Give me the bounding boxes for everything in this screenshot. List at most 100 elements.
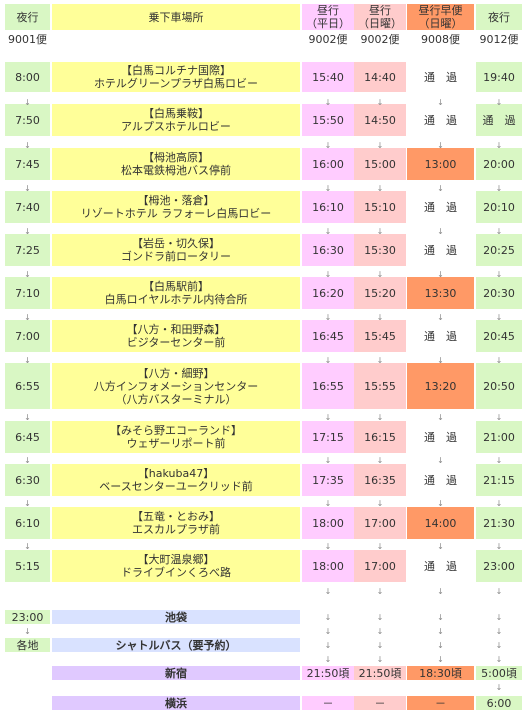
arrow-down-icon-text: ↓ — [495, 412, 503, 422]
stop-12-sunday: 17:00 — [354, 550, 406, 582]
arrow-down-icon-text: ↓ — [24, 626, 31, 636]
header-c0-number-text: 9001便 — [8, 32, 47, 46]
arrow-down-icon: ↓ — [476, 654, 522, 664]
stop-10-night1-text: 6:30 — [15, 473, 40, 487]
stop-8-place-text: 【八方・細野】 — [137, 366, 215, 380]
arrow-down-icon: ↓ — [354, 312, 406, 322]
arrow-down-icon: ↓ — [302, 541, 354, 551]
stop-12-sunday-text: 17:00 — [364, 559, 396, 573]
arrow-down-icon-text: ↓ — [376, 412, 384, 422]
arrow-down-icon: ↓ — [354, 640, 406, 650]
arrow-down-icon-text: ↓ — [324, 498, 332, 508]
terminal-shinjuku-weekday: 21:50頃 — [302, 666, 354, 680]
arrow-down-icon-text: ↓ — [376, 455, 384, 465]
arrow-down-icon-text: ↓ — [437, 612, 444, 622]
terminal-yokohama-night: 6:00 — [476, 696, 522, 710]
stop-6-night1: 7:10 — [5, 277, 50, 309]
stop-4-early-text: 通 過 — [424, 200, 457, 214]
arrow-down-icon-text: ↓ — [324, 183, 332, 193]
stop-5-place-text: 【岩岳・切久保】 — [132, 237, 220, 250]
terminal-shuttle-time-text: 各地 — [16, 638, 39, 652]
arrow-down-icon: ↓ — [476, 226, 522, 236]
header-c2-number: 9002便 — [302, 32, 354, 46]
arrow-down-icon-text: ↓ — [324, 140, 332, 150]
stop-7-night1: 7:00 — [5, 320, 50, 352]
stop-1-early: 通 過 — [407, 62, 474, 92]
arrow-down-icon-text: ↓ — [495, 269, 503, 279]
stop-4-sunday: 15:10 — [354, 191, 406, 223]
arrow-down-icon: ↓ — [354, 455, 406, 465]
stop-3-place-text: 松本電鉄栂池バス停前 — [121, 164, 231, 177]
terminal-shuttle-text: シャトルバス（要予約） — [115, 638, 237, 652]
stop-9-night1: 6:45 — [5, 421, 50, 453]
arrow-down-icon-text: ↓ — [324, 355, 332, 365]
stop-11-place-text: 【五竜・とおみ】 — [132, 510, 220, 523]
stop-7-early-text: 通 過 — [424, 329, 457, 343]
stop-12-place-text: 【大町温泉郷】 — [137, 553, 215, 566]
stop-1-sunday-text: 14:40 — [364, 70, 396, 84]
stop-4-early: 通 過 — [407, 191, 474, 223]
header-c0-text: 夜行 — [16, 10, 39, 24]
arrow-down-icon: ↓ — [407, 226, 474, 236]
stop-10-early: 通 過 — [407, 464, 474, 496]
terminal-yokohama: 横浜 — [52, 696, 300, 710]
stop-8-night1-text: 6:55 — [15, 379, 40, 393]
arrow-down-icon-text: ↓ — [437, 312, 444, 322]
arrow-down-icon-text: ↓ — [24, 269, 31, 279]
arrow-down-icon: ↓ — [407, 541, 474, 551]
stop-10-sunday: 16:35 — [354, 464, 406, 496]
stop-7-place-text: 【八方・和田野森】 — [126, 323, 226, 336]
stop-7-early: 通 過 — [407, 320, 474, 352]
stop-11-place: 【五竜・とおみ】 エスカルプラザ前 — [52, 507, 300, 539]
arrow-down-icon-text: ↓ — [24, 312, 31, 322]
arrow-down-icon-text: ↓ — [376, 640, 384, 650]
stop-11-sunday: 17:00 — [354, 507, 406, 539]
arrow-down-icon-text: ↓ — [324, 654, 332, 664]
arrow-down-icon: ↓ — [302, 140, 354, 150]
stop-2-night1: 7:50 — [5, 104, 50, 136]
stop-8-night1: 6:55 — [5, 363, 50, 409]
arrow-down-icon: ↓ — [354, 586, 406, 596]
arrow-down-icon: ↓ — [476, 355, 522, 365]
stop-9-night2: 21:00 — [476, 421, 522, 453]
stop-8-place-text: 八方インフォメーションセンター — [93, 379, 259, 393]
stop-12-weekday-text: 18:00 — [312, 559, 344, 573]
stop-1-night2: 19:40 — [476, 62, 522, 92]
stop-7-weekday-text: 16:45 — [312, 329, 344, 343]
arrow-down-icon: ↓ — [5, 541, 50, 551]
stop-8-sunday: 15:55 — [354, 363, 406, 409]
stop-4-place-text: リゾートホテル ラフォーレ白馬ロビー — [80, 207, 272, 220]
stop-6-place: 【白馬駅前】 白馬ロイヤルホテル内待合所 — [52, 277, 300, 309]
stop-10-night2: 21:15 — [476, 464, 522, 496]
stop-5-sunday-text: 15:30 — [364, 243, 396, 257]
arrow-down-icon-text: ↓ — [376, 312, 384, 322]
stop-2-weekday-text: 15:50 — [312, 113, 344, 127]
arrow-down-icon: ↓ — [407, 412, 474, 422]
stop-4-night1: 7:40 — [5, 191, 50, 223]
arrow-down-icon-text: ↓ — [437, 355, 444, 365]
stop-2-place-text: アルプスホテルロビー — [121, 120, 231, 133]
terminal-ikebukuro-time: 23:00 — [5, 610, 50, 624]
stop-10-place-text: ベースセンターユークリッド前 — [99, 480, 253, 493]
header-c4-text: （日曜） — [418, 17, 463, 30]
stop-12-place: 【大町温泉郷】 ドライブインくろべ路 — [52, 550, 300, 582]
stop-3-night1-text: 7:45 — [15, 157, 40, 171]
header-c3-text: （日曜） — [358, 17, 402, 30]
stop-2-early: 通 過 — [407, 104, 474, 136]
stop-11-place-text: エスカルプラザ前 — [132, 523, 220, 536]
header-c1: 乗下車場所 — [52, 4, 300, 30]
arrow-down-icon-text: ↓ — [324, 412, 332, 422]
arrow-down-icon: ↓ — [354, 626, 406, 636]
terminal-shinjuku: 新宿 — [52, 666, 300, 680]
arrow-down-icon-text: ↓ — [324, 226, 332, 236]
arrow-down-icon: ↓ — [302, 626, 354, 636]
stop-5-weekday: 16:30 — [302, 234, 354, 266]
stop-3-early: 13:00 — [407, 148, 474, 180]
terminal-yokohama-early-text: － — [435, 696, 446, 710]
arrow-down-icon: ↓ — [476, 412, 522, 422]
arrow-down-icon: ↓ — [354, 612, 406, 622]
arrow-down-icon: ↓ — [407, 355, 474, 365]
stop-2-night1-text: 7:50 — [15, 113, 40, 127]
arrow-down-icon: ↓ — [5, 183, 50, 193]
stop-12-early: 通 過 — [407, 550, 474, 582]
